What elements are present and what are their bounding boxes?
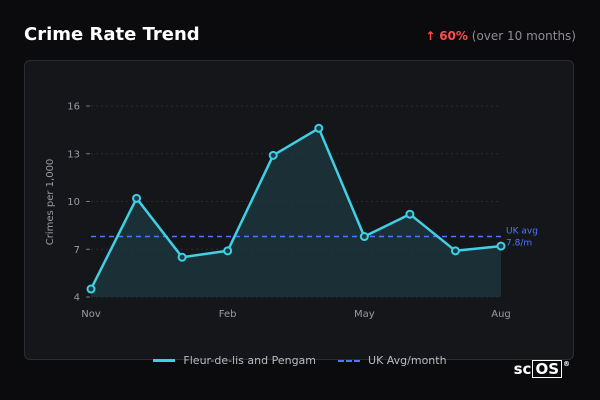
page-title: Crime Rate Trend	[24, 24, 200, 45]
logo-text: sc	[513, 360, 532, 378]
y-tick-label: 4	[74, 293, 80, 304]
x-tick-label: Aug	[491, 309, 511, 320]
data-point[interactable]	[450, 246, 460, 256]
legend-item-series[interactable]: Fleur-de-lis and Pengam	[153, 354, 316, 367]
data-point[interactable]	[268, 150, 278, 160]
data-point[interactable]	[496, 241, 506, 251]
logo-registered-mark: ®	[563, 360, 570, 368]
series-area	[91, 128, 501, 297]
x-tick-label: Feb	[219, 309, 237, 320]
data-point[interactable]	[359, 232, 369, 242]
brand-logo: sc OS ®	[514, 360, 570, 378]
data-point[interactable]	[223, 246, 233, 256]
y-tick-label: 16	[67, 102, 80, 113]
legend-label-reference: UK Avg/month	[368, 354, 447, 367]
data-point[interactable]	[405, 209, 415, 219]
legend-swatch-reference	[338, 359, 361, 362]
y-tick-label: 7	[74, 245, 80, 256]
x-tick-label: May	[354, 309, 375, 320]
y-axis-label: Crimes per 1,000	[45, 159, 56, 246]
data-point[interactable]	[177, 252, 187, 262]
x-tick-label: Nov	[81, 309, 101, 320]
logo-boxed-text: OS	[532, 360, 562, 378]
reference-label-value: 7.8/m	[506, 239, 532, 249]
change-summary: ↑ 60% (over 10 months)	[425, 29, 576, 43]
data-point[interactable]	[132, 193, 142, 203]
series-line	[89, 127, 502, 290]
change-percent: 60%	[439, 29, 468, 43]
y-tick-label: 10	[67, 197, 80, 208]
reference-label-name: UK avg	[506, 227, 538, 237]
legend-item-reference[interactable]: UK Avg/month	[338, 354, 447, 367]
data-point[interactable]	[314, 123, 324, 133]
legend-label-series: Fleur-de-lis and Pengam	[183, 354, 317, 367]
legend: Fleur-de-lis and Pengam UK Avg/month	[0, 354, 600, 367]
legend-swatch-series	[153, 359, 176, 362]
change-note: (over 10 months)	[471, 29, 576, 43]
y-tick-label: 13	[67, 149, 80, 160]
trend-up-icon: ↑	[425, 29, 436, 43]
data-point[interactable]	[86, 284, 96, 294]
